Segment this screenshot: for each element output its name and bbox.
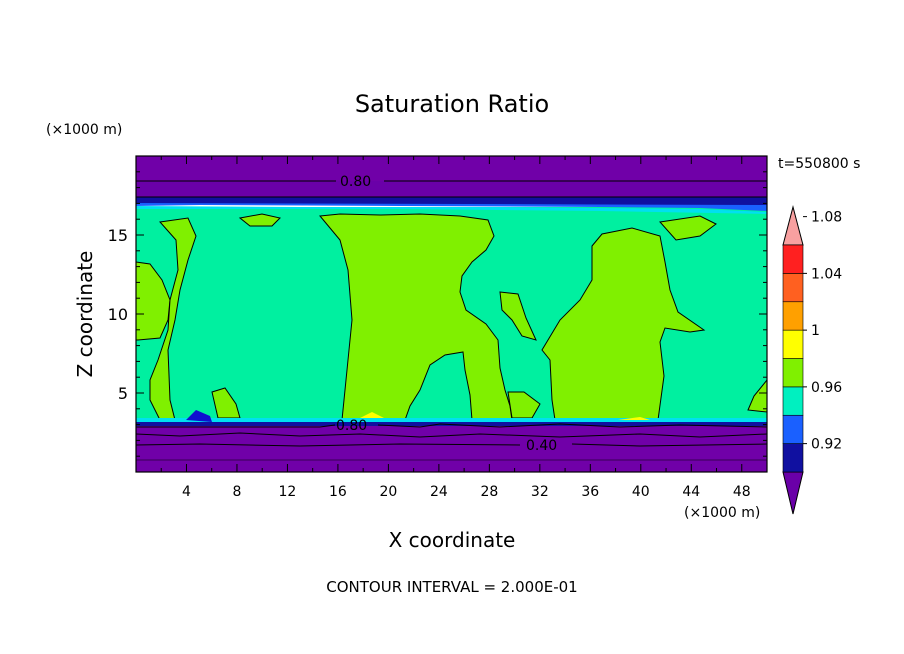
contour-bottom-1 bbox=[136, 423, 768, 428]
time-label: t=550800 s bbox=[778, 156, 860, 172]
colorbar-segment bbox=[782, 301, 804, 331]
x-tick-label: 48 bbox=[733, 484, 751, 500]
region-small-c bbox=[507, 391, 541, 419]
colorbar-tick-label: 0.92 bbox=[811, 437, 842, 453]
x-tick-label: 12 bbox=[279, 484, 297, 500]
y-axis-label: Z coordinate bbox=[73, 251, 97, 378]
colorbar-bottom-arrow bbox=[782, 471, 804, 515]
lower-yellow-spot-a bbox=[360, 412, 384, 418]
colorbar-tick-label: 1.04 bbox=[811, 266, 842, 282]
y-unit-label: (×1000 m) bbox=[46, 122, 122, 138]
x-tick-label: 44 bbox=[682, 484, 700, 500]
x-tick-label: 24 bbox=[430, 484, 448, 500]
colorbar-top-arrow bbox=[782, 205, 804, 246]
y-axis-ticks: 5 10 15 bbox=[108, 171, 767, 457]
contour-label-top: 0.80 bbox=[340, 174, 371, 190]
plot-area: 0.80 0.80 0.40 bbox=[135, 155, 768, 473]
x-tick-label: 4 bbox=[182, 484, 191, 500]
contour-label-bottom: 0.80 bbox=[336, 418, 367, 434]
colorbar: 0.92 0.96 1 1.04 1.08 bbox=[782, 205, 842, 515]
x-tick-label: 8 bbox=[232, 484, 241, 500]
contour-bottom-040 bbox=[135, 443, 768, 447]
lower-blue-spot bbox=[186, 410, 212, 422]
colorbar-segment bbox=[782, 329, 804, 359]
layer-top-blue bbox=[136, 203, 767, 211]
region-patch-top-b bbox=[659, 215, 717, 241]
colorbar-tick-label: 0.96 bbox=[811, 380, 842, 396]
colorbar-tick-label: 1 bbox=[811, 323, 820, 339]
x-tick-label: 20 bbox=[379, 484, 397, 500]
region-small-a bbox=[211, 387, 241, 419]
colorbar-segment bbox=[782, 358, 804, 388]
colorbar-segment bbox=[782, 273, 804, 303]
x-tick-label: 16 bbox=[329, 484, 347, 500]
colorbar-segment bbox=[782, 414, 804, 444]
region-column-left bbox=[135, 261, 171, 341]
region-patch-top-a bbox=[238, 213, 281, 227]
region-small-b bbox=[499, 291, 537, 341]
x-axis-label: X coordinate bbox=[389, 528, 516, 552]
contour-interval-footer: CONTOUR INTERVAL = 2.000E-01 bbox=[326, 578, 577, 596]
x-axis-ticks: 4 8 12 16 20 24 28 32 36 40 44 48 bbox=[160, 156, 751, 500]
x-tick-label: 36 bbox=[581, 484, 599, 500]
x-tick-label: 32 bbox=[531, 484, 549, 500]
y-tick-label: 10 bbox=[108, 305, 128, 324]
lower-yellow-spot-b bbox=[618, 417, 650, 420]
layer-top-cyan bbox=[136, 206, 767, 214]
contour-label-low: 0.40 bbox=[526, 438, 557, 454]
colorbar-tick-label: 1.08 bbox=[811, 210, 842, 226]
colorbar-segment bbox=[782, 386, 804, 416]
colorbar-segment bbox=[782, 244, 804, 274]
x-tick-label: 28 bbox=[480, 484, 498, 500]
bottom-navy-edge bbox=[136, 422, 767, 426]
region-column-right bbox=[541, 227, 706, 421]
contour-bottom-2 bbox=[135, 432, 768, 438]
chart-title: Saturation Ratio bbox=[355, 90, 549, 118]
x-tick-label: 40 bbox=[632, 484, 650, 500]
x-unit-label: (×1000 m) bbox=[684, 505, 760, 521]
colorbar-segment bbox=[782, 443, 804, 473]
layer-top-darker bbox=[136, 181, 767, 197]
y-tick-label: 5 bbox=[118, 384, 128, 403]
layer-bottom-purple bbox=[136, 424, 767, 472]
y-tick-label: 15 bbox=[108, 226, 128, 245]
